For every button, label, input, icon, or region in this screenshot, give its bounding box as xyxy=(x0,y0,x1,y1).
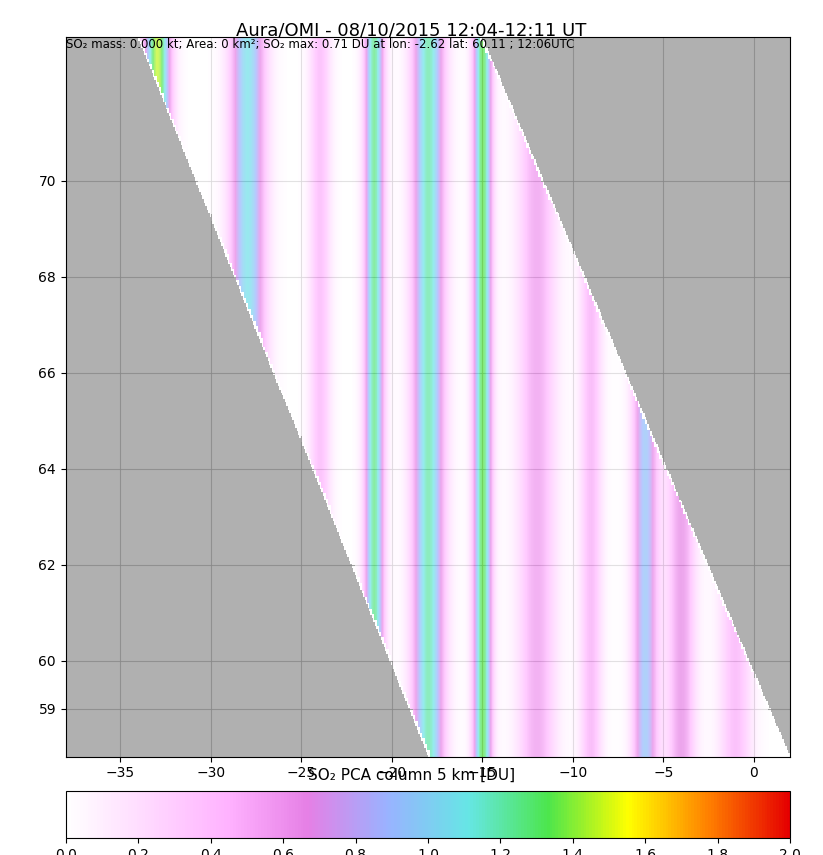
Text: Aura/OMI - 08/10/2015 12:04-12:11 UT: Aura/OMI - 08/10/2015 12:04-12:11 UT xyxy=(236,21,587,39)
Text: SO₂ PCA column 5 km [DU]: SO₂ PCA column 5 km [DU] xyxy=(308,767,515,782)
Text: SO₂ mass: 0.000 kt; Area: 0 km²; SO₂ max: 0.71 DU at lon: -2.62 lat: 60.11 ; 12:: SO₂ mass: 0.000 kt; Area: 0 km²; SO₂ max… xyxy=(66,38,574,51)
